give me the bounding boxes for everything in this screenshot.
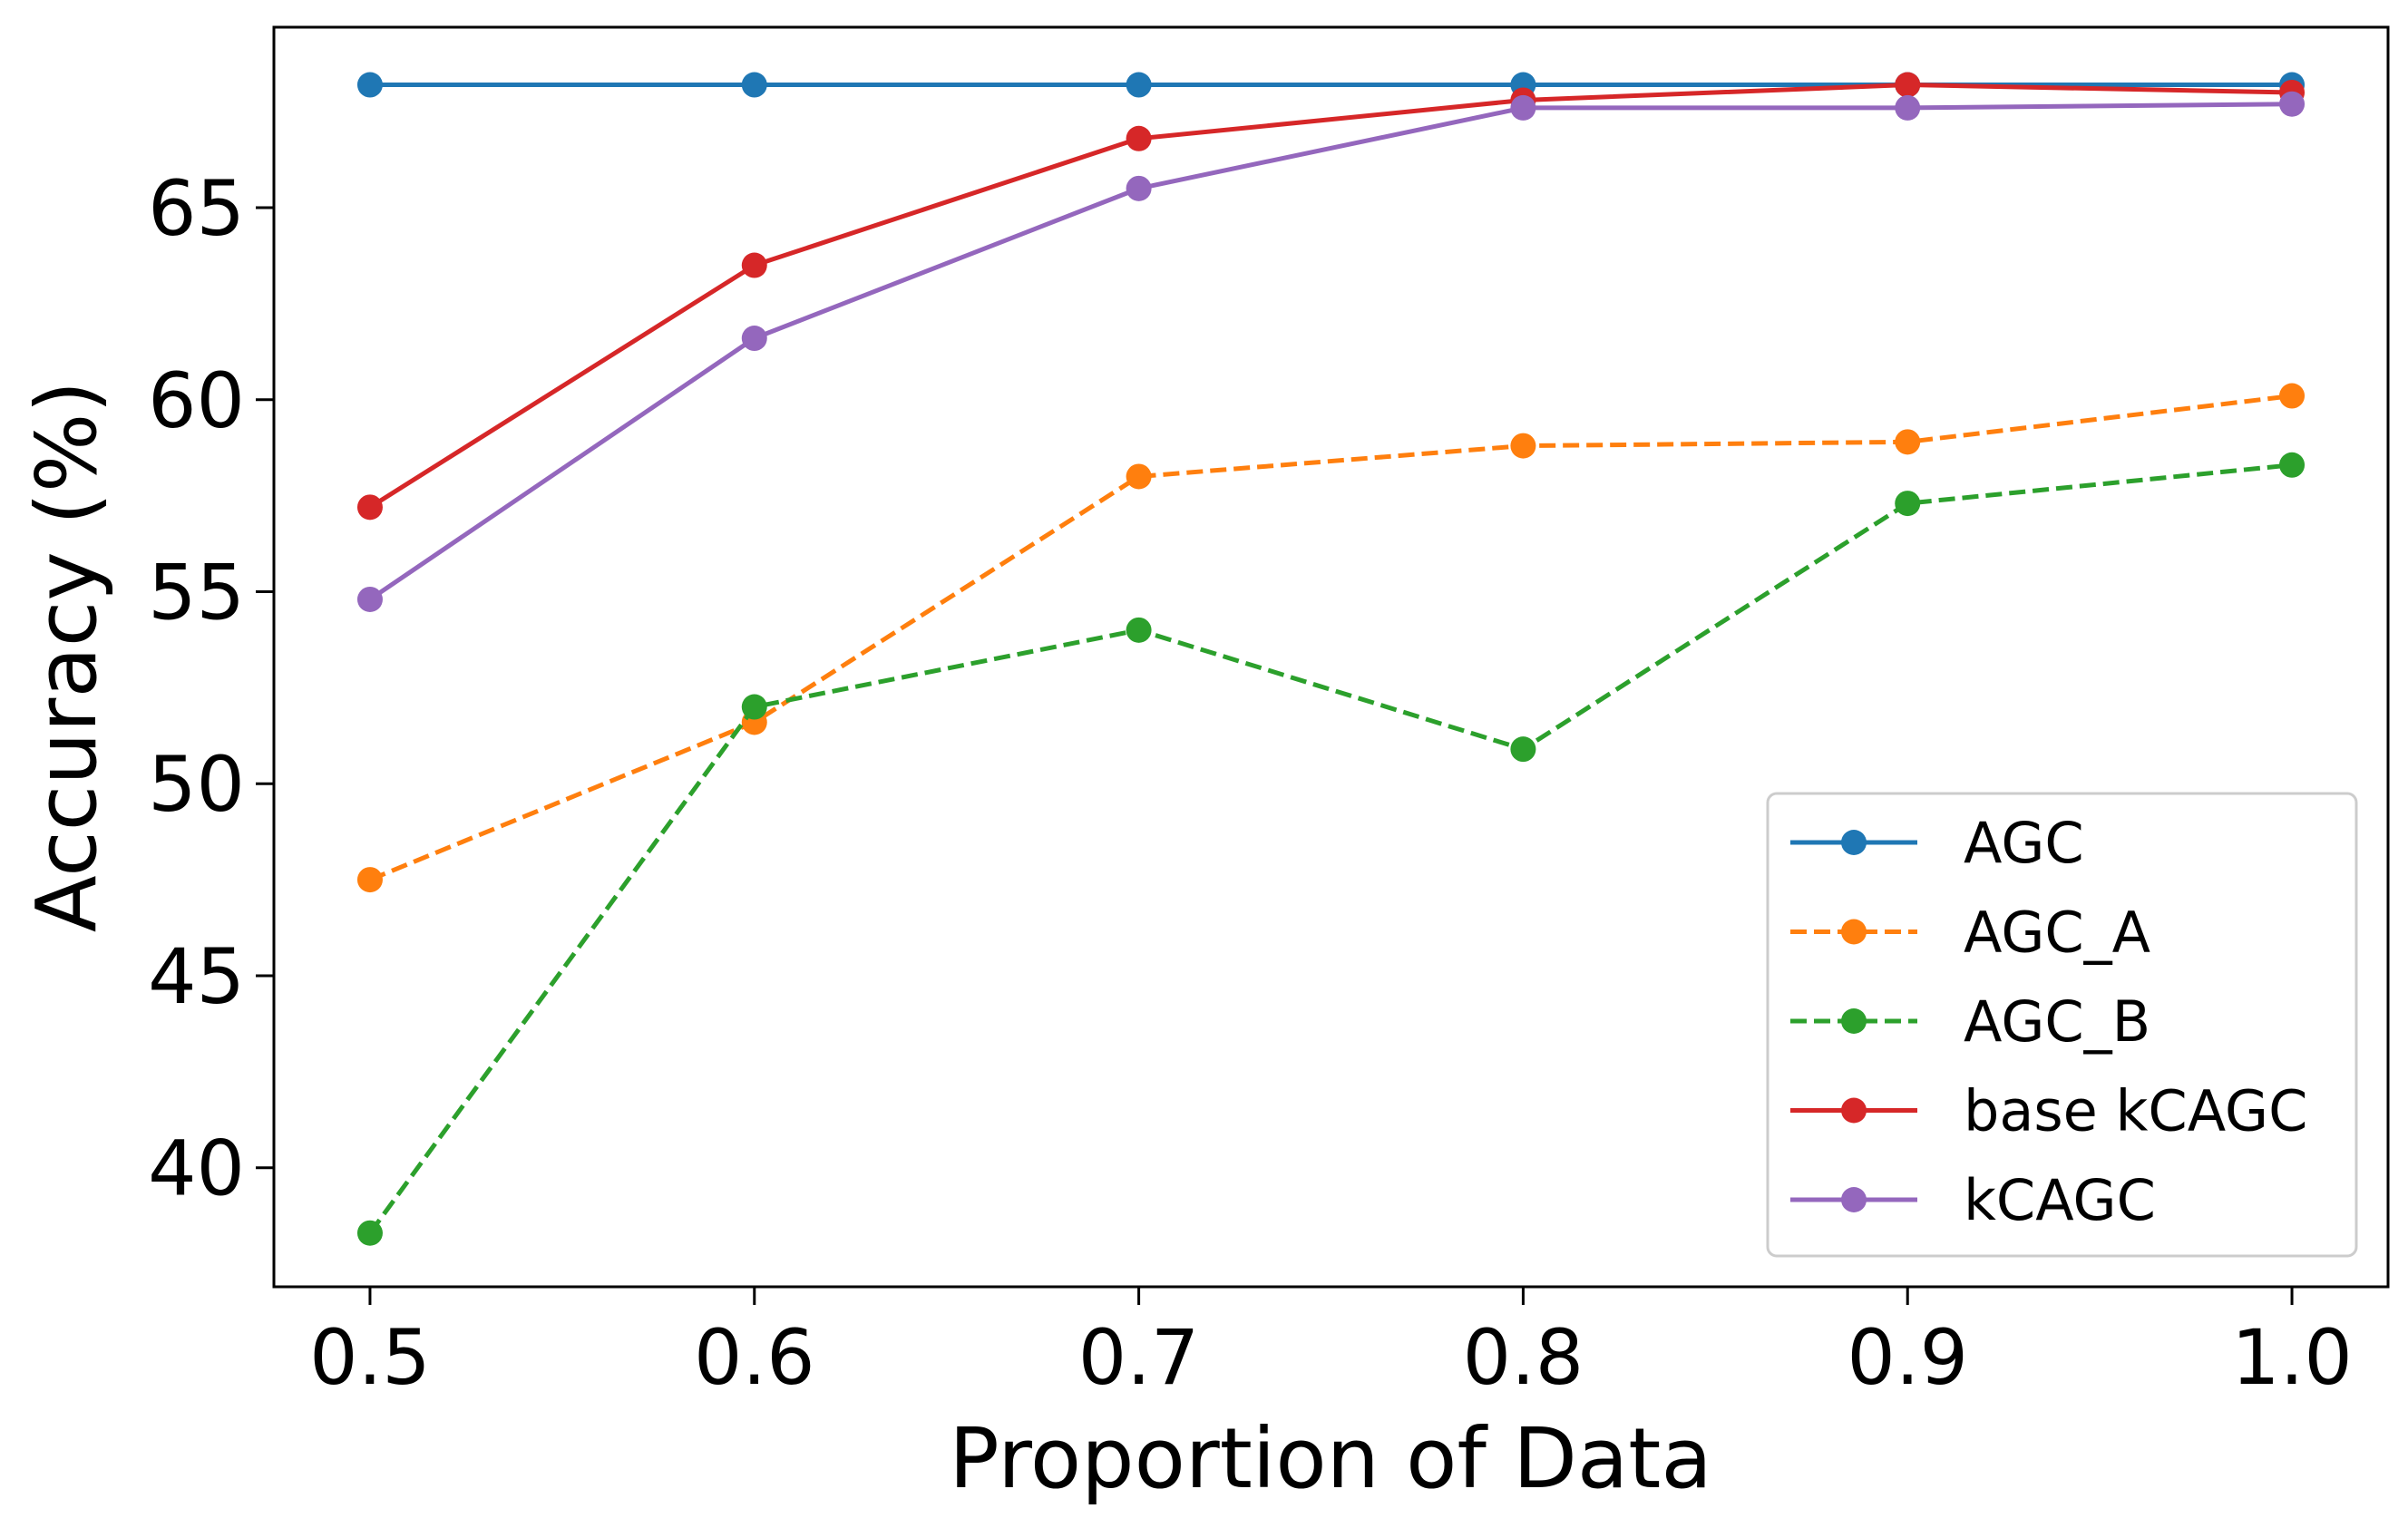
data-point-base-kcagc: [356, 494, 383, 521]
series-layer: [356, 72, 2306, 1246]
series-agc-a: [356, 383, 2306, 893]
y-tick-label: 45: [148, 932, 245, 1021]
legend-swatch-marker: [1841, 830, 1867, 855]
legend-label: base kCAGC: [1964, 1078, 2307, 1144]
data-point-kcagc: [1510, 94, 1536, 121]
data-point-agc-a: [356, 867, 383, 893]
legend-item-base-kcagc: base kCAGC: [1790, 1078, 2307, 1144]
data-point-agc-b: [1895, 491, 1921, 517]
x-tick-label: 0.5: [309, 1313, 431, 1402]
x-tick-label: 0.9: [1847, 1313, 1968, 1402]
data-point-agc-b: [741, 694, 767, 720]
x-tick-label: 0.6: [694, 1313, 815, 1402]
data-point-agc: [1126, 72, 1152, 98]
series-line-kcagc: [368, 102, 2293, 602]
x-tick-label: 0.8: [1463, 1313, 1584, 1402]
y-tick-label: 65: [148, 164, 245, 253]
data-point-agc-a: [1126, 463, 1152, 490]
x-tick-label: 0.7: [1078, 1313, 1200, 1402]
y-tick-label: 55: [148, 549, 245, 637]
plot-area-frame: [272, 25, 2390, 1289]
data-point-kcagc: [2279, 91, 2306, 117]
legend-label: AGC_A: [1964, 900, 2150, 966]
data-point-agc-b: [356, 1220, 383, 1246]
legend-swatch-marker: [1841, 1008, 1867, 1034]
legend-label: AGC: [1964, 810, 2084, 876]
data-point-kcagc: [356, 586, 383, 612]
data-point-agc-b: [1510, 736, 1536, 763]
legend-label: kCAGC: [1964, 1167, 2156, 1233]
legend-swatch-marker: [1841, 1097, 1867, 1124]
series-line-agc-a: [369, 394, 2293, 882]
data-point-agc: [356, 72, 383, 98]
legend-swatch-marker: [1841, 919, 1867, 945]
x-tick-label: 1.0: [2231, 1313, 2353, 1402]
data-point-base-kcagc: [1895, 72, 1921, 98]
legend-item-agc: AGC: [1790, 810, 2084, 876]
data-point-agc-a: [1895, 429, 1921, 455]
series-agc-b: [356, 452, 2306, 1246]
data-point-agc-a: [2279, 383, 2306, 409]
x-axis-ticks: 0.5 0.6 0.7 0.8 0.9 1.0: [309, 1287, 2353, 1402]
legend-item-agc-a: AGC_A: [1790, 900, 2150, 966]
series-line-base-kcagc: [368, 83, 2293, 510]
y-axis-ticks: 40 45 50 55 60 65: [148, 164, 274, 1213]
data-point-kcagc: [1126, 175, 1152, 201]
data-point-kcagc: [1895, 94, 1921, 121]
series-kcagc: [356, 91, 2306, 612]
legend-item-kcagc: kCAGC: [1790, 1167, 2156, 1233]
data-point-kcagc: [741, 326, 767, 352]
y-tick-label: 60: [148, 356, 245, 445]
data-point-agc-a: [1510, 433, 1536, 459]
data-point-agc-b: [1126, 617, 1152, 643]
data-point-agc: [741, 72, 767, 98]
data-point-base-kcagc: [741, 252, 767, 278]
legend-box: [1766, 792, 2358, 1258]
y-axis-title: Accuracy (%): [18, 381, 115, 932]
data-point-base-kcagc: [1126, 125, 1152, 151]
legend-label: AGC_B: [1964, 988, 2150, 1055]
x-axis-title: Proportion of Data: [949, 1410, 1712, 1507]
legend-item-agc-b: AGC_B: [1790, 988, 2150, 1055]
series-line-agc-b: [367, 462, 2293, 1235]
y-tick-label: 40: [148, 1124, 245, 1213]
legend-swatch-marker: [1841, 1187, 1867, 1212]
y-tick-label: 50: [148, 740, 245, 829]
data-point-agc-b: [2279, 452, 2306, 478]
